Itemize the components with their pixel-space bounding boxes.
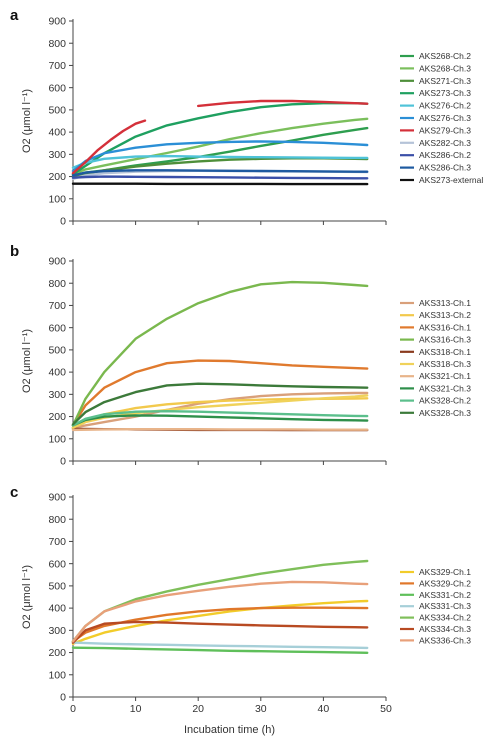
panel-a: a 0 100 200 300 400 500 600 700 800 900 O2 (μmol l⁻… [10,7,483,228]
y-axis-title: O2 (μmol l⁻¹) [21,329,33,393]
legend-label: AKS331-Ch.2 [419,590,471,600]
legend-label: AKS329-Ch.2 [419,578,471,588]
legend-label: AKS334-Ch.3 [419,624,471,634]
y-tick-label: 700 [48,300,66,312]
y-tick-label: 300 [48,149,66,161]
series-line-AKS316-Ch.1 [71,359,369,427]
x-tick-label: 0 [70,703,76,715]
y-axis-title: O2 (μmol l⁻¹) [21,89,33,153]
y-tick-label: 200 [48,647,66,659]
y-axis-title: O2 (μmol l⁻¹) [21,565,33,629]
legend-label: AKS316-Ch.3 [419,335,471,345]
legend-label: AKS276-Ch.2 [419,101,471,111]
y-tick-label: 200 [48,171,66,183]
panel-letter: b [10,243,19,260]
legend-label: AKS318-Ch.3 [419,359,471,369]
legend-label: AKS321-Ch.3 [419,383,471,393]
legend-label: AKS313-Ch.2 [419,310,471,320]
legend-label: AKS273-Ch.3 [419,88,471,98]
x-tick-label: 40 [318,703,330,715]
legend-label: AKS329-Ch.1 [419,567,471,577]
legend-label: AKS279-Ch.3 [419,125,471,135]
series-line-AKS279-Ch.3 [71,99,369,175]
y-tick-label: 600 [48,322,66,334]
y-tick-label: 700 [48,536,66,548]
y-tick-label: 0 [60,692,66,704]
y-tick-label: 600 [48,558,66,570]
y-tick-label: 800 [48,38,66,50]
legend-label: AKS271-Ch.3 [419,76,471,86]
legend-label: AKS273-external [419,175,483,185]
x-tick-label: 10 [130,703,142,715]
x-axis-title: Incubation time (h) [184,724,275,736]
legend-label: AKS286-Ch.3 [419,163,471,173]
series-line-AKS328-Ch.3 [71,382,369,426]
series-line-AKS336-Ch.3 [71,580,369,643]
legend-label: AKS313-Ch.1 [419,298,471,308]
series-line-AKS316-Ch.3 [71,280,369,427]
y-tick-label: 100 [48,193,66,205]
y-tick-label: 100 [48,669,66,681]
x-tick-label: 30 [255,703,267,715]
series-line-AKS329-Ch.1 [71,599,369,645]
y-tick-label: 900 [48,256,66,268]
panel-b: b 0 100 200 300 400 500 600 700 800 900 O2 (μmol l⁻… [10,243,471,468]
y-tick-label: 200 [48,411,66,423]
series-line-AKS321-Ch.1 [71,428,369,432]
panel-c: c 0 100 200 300 400 500 600 700 800 900 0 10 20 30 40 50… [10,484,471,736]
legend-label: AKS321-Ch.1 [419,371,471,381]
y-tick-label: 500 [48,580,66,592]
series-line-AKS331-Ch.2 [71,646,369,654]
panel-letter: c [10,484,18,501]
series-line-AKS321-Ch.3 [71,414,369,427]
legend-label: AKS331-Ch.3 [419,601,471,611]
x-tick-label: 20 [192,703,204,715]
y-tick-label: 400 [48,603,66,615]
y-tick-label: 600 [48,82,66,94]
legend-label: AKS328-Ch.2 [419,396,471,406]
series-line-AKS334-Ch.3 [71,620,369,644]
legend-label: AKS268-Ch.2 [419,51,471,61]
legend-label: AKS286-Ch.2 [419,150,471,160]
x-tick-label: 50 [380,703,392,715]
series-line-AKS318-Ch.3 [71,394,369,429]
y-tick-label: 0 [60,216,66,228]
series-line-AKS276-Ch.2 [71,154,369,169]
y-tick-label: 900 [48,492,66,504]
legend-label: AKS334-Ch.2 [419,613,471,623]
y-tick-label: 500 [48,344,66,356]
y-tick-label: 300 [48,625,66,637]
y-tick-label: 100 [48,433,66,445]
series-line-AKS276-Ch.3 [71,140,369,173]
legend-label: AKS318-Ch.1 [419,347,471,357]
y-tick-label: 500 [48,104,66,116]
series-line-AKS286-Ch.2 [71,175,369,180]
legend-label: AKS316-Ch.1 [419,322,471,332]
legend-label: AKS282-Ch.3 [419,138,471,148]
y-tick-label: 800 [48,514,66,526]
legend-label: AKS268-Ch.3 [419,63,471,73]
series-line-AKS286-Ch.3 [71,169,369,177]
series-line-AKS328-Ch.2 [71,410,369,427]
legend-label: AKS328-Ch.3 [419,408,471,418]
series-line-AKS331-Ch.3 [71,641,369,650]
y-tick-label: 300 [48,389,66,401]
y-tick-label: 800 [48,278,66,290]
y-tick-label: 400 [48,127,66,139]
y-tick-label: 700 [48,60,66,72]
legend-label: AKS336-Ch.3 [419,635,471,645]
series-line-AKS329-Ch.2 [71,606,369,643]
y-tick-label: 0 [60,456,66,468]
legend-label: AKS276-Ch.3 [419,113,471,123]
y-tick-label: 400 [48,367,66,379]
panel-letter: a [10,7,19,24]
y-tick-label: 900 [48,16,66,28]
